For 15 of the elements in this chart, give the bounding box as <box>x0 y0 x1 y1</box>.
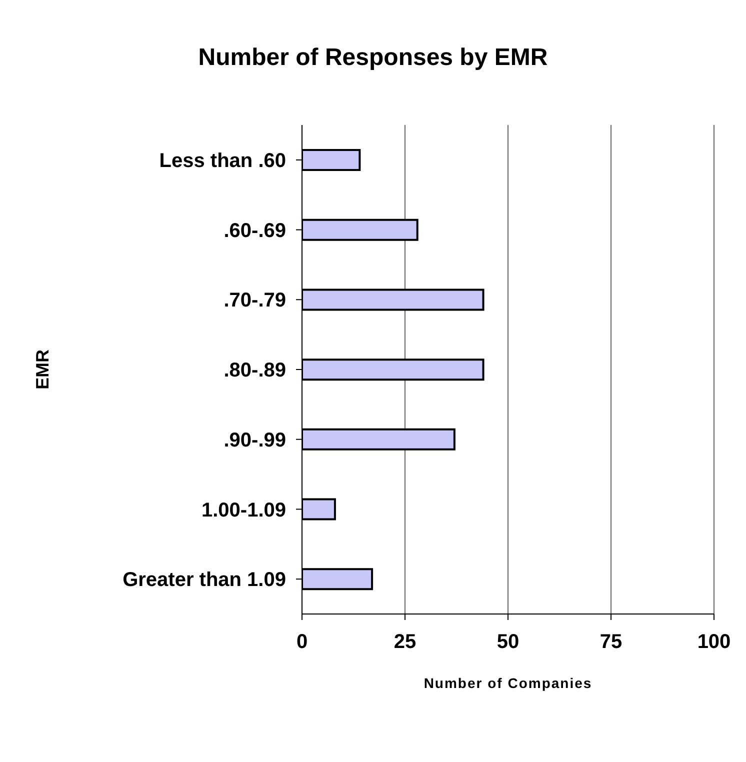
x-tick-label: 75 <box>600 631 622 654</box>
y-tick-label: .80-.89 <box>224 360 286 382</box>
chart-title: Number of Responses by EMR <box>197 44 549 72</box>
x-tick-label: 50 <box>496 631 520 654</box>
y-tick-label: .90-.99 <box>224 429 286 452</box>
y-tick-label: Less than .60 <box>159 150 286 172</box>
y-axis-title: EMR <box>32 350 52 390</box>
y-tick-label: .70-.79 <box>224 290 286 312</box>
x-tick-label: 0 <box>296 631 308 654</box>
x-axis-title: Number of Companies <box>424 675 592 691</box>
y-tick-label: Greater than 1.09 <box>122 569 286 592</box>
y-tick-label: .60-.69 <box>224 220 286 242</box>
x-tick-label: 25 <box>394 631 416 654</box>
y-tick-label: 1.00-1.09 <box>201 499 286 522</box>
x-tick-label: 100 <box>697 631 731 654</box>
